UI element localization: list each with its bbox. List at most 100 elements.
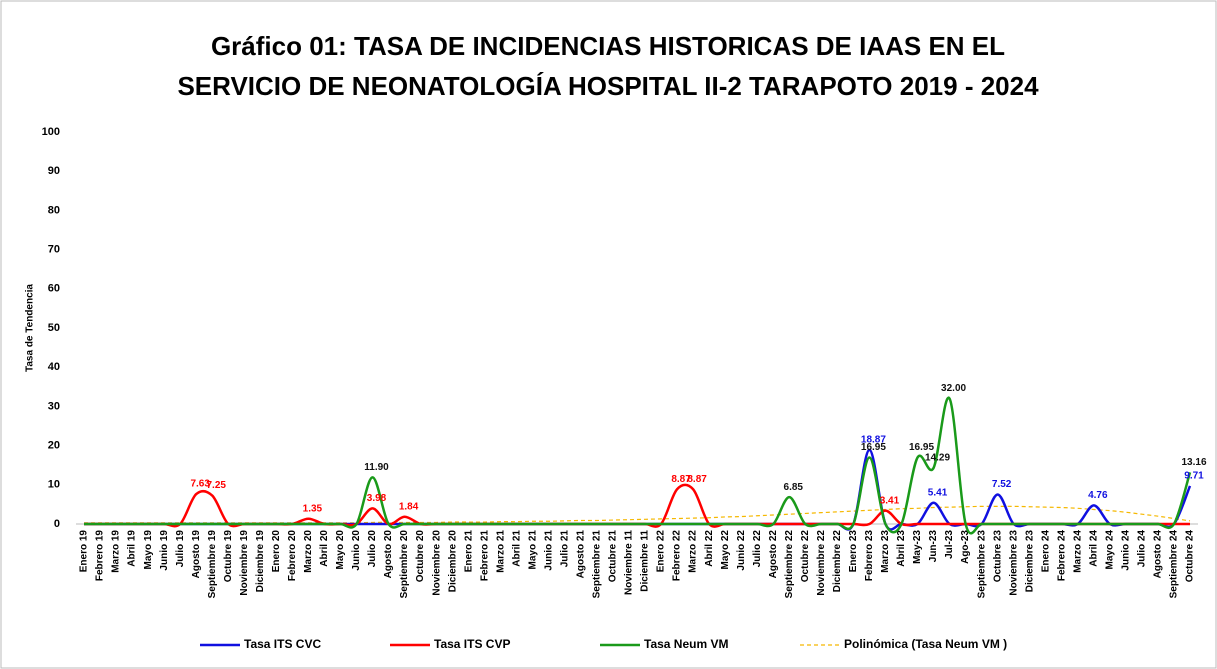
x-tick-label: Marzo 19 xyxy=(111,530,122,573)
y-tick-label: 0 xyxy=(54,518,60,530)
legend-label: Polinómica (Tasa Neum VM ) xyxy=(844,637,1007,651)
x-tick-label: Octubre 20 xyxy=(415,530,426,583)
data-label: 14.29 xyxy=(925,453,950,464)
y-axis-label: Tasa de Tendencia xyxy=(25,284,36,372)
x-tick-label: Diciembre 20 xyxy=(447,530,458,593)
y-tick-label: 30 xyxy=(48,400,60,412)
data-label: 7.52 xyxy=(992,479,1012,490)
y-tick-label: 80 xyxy=(48,204,60,216)
x-tick-label: Diciembre 11 xyxy=(640,530,651,592)
x-tick-label: Agosto 19 xyxy=(191,530,202,579)
x-tick-label: Abril 21 xyxy=(511,530,522,567)
data-label: 3.41 xyxy=(880,495,900,506)
data-label: 1.35 xyxy=(303,503,323,514)
x-tick-label: Septiembre 23 xyxy=(976,530,987,599)
x-tick-label: Febrero 22 xyxy=(672,530,683,582)
x-tick-label: Enero 19 xyxy=(79,530,90,573)
y-tick-label: 90 xyxy=(48,165,60,177)
x-tick-label: Febrero 23 xyxy=(864,530,875,582)
data-label: 16.95 xyxy=(909,442,934,453)
x-tick-label: Febrero 20 xyxy=(287,530,298,582)
x-tick-label: Octubre 24 xyxy=(1185,530,1196,583)
legend-label: Tasa ITS CVP xyxy=(434,637,510,651)
x-tick-label: Jul-23 xyxy=(944,530,955,559)
y-tick-label: 60 xyxy=(48,283,60,295)
x-tick-label: Mayo 20 xyxy=(335,530,346,570)
series-line xyxy=(84,396,1192,535)
data-label: 3.98 xyxy=(367,493,387,504)
x-tick-label: Noviembre 22 xyxy=(816,530,827,596)
x-tick-label: Noviembre 20 xyxy=(431,530,442,596)
data-label: 9.71 xyxy=(1184,471,1204,482)
x-tick-label: Mayo 19 xyxy=(143,530,154,570)
x-tick-label: Julio 20 xyxy=(367,530,378,568)
x-tick-label: Marzo 21 xyxy=(495,530,506,573)
data-label: 5.41 xyxy=(928,487,948,498)
x-tick-label: Abril 19 xyxy=(127,530,138,567)
data-label: 4.76 xyxy=(1088,490,1108,501)
x-tick-label: Agosto 24 xyxy=(1153,530,1164,579)
x-tick-label: Abril 23 xyxy=(896,530,907,567)
x-tick-label: Junio 24 xyxy=(1121,530,1132,571)
x-tick-label: Diciembre 19 xyxy=(255,530,266,593)
x-tick-label: Julio 22 xyxy=(752,530,763,568)
y-tick-label: 10 xyxy=(48,479,60,491)
x-tick-label: Julio 21 xyxy=(560,530,571,568)
x-tick-label: Abril 20 xyxy=(319,530,330,567)
x-tick-label: Noviembre 19 xyxy=(239,530,250,596)
x-tick-label: Diciembre 23 xyxy=(1024,530,1035,593)
chart-title: Gráfico 01: TASA DE INCIDENCIAS HISTORIC… xyxy=(211,31,1005,61)
y-tick-label: 70 xyxy=(48,244,60,256)
data-label: 13.16 xyxy=(1181,457,1206,468)
x-tick-label: Agosto 22 xyxy=(768,530,779,579)
x-tick-label: Septiembre 20 xyxy=(399,530,410,599)
x-tick-label: Abril 24 xyxy=(1088,530,1099,567)
x-tick-label: Junio 20 xyxy=(351,530,362,571)
x-tick-label: Marzo 24 xyxy=(1072,530,1083,573)
x-tick-label: Noviembre 23 xyxy=(1008,530,1019,596)
data-label: 8.87 xyxy=(671,474,691,485)
x-tick-label: Enero 24 xyxy=(1040,530,1051,573)
x-tick-label: Julio 19 xyxy=(175,530,186,568)
x-tick-label: Febrero 24 xyxy=(1056,530,1067,582)
x-tick-label: Junio 21 xyxy=(543,530,554,571)
x-tick-label: Mayo 24 xyxy=(1104,530,1115,570)
x-tick-label: Agosto 21 xyxy=(576,530,587,579)
x-tick-label: Octubre 21 xyxy=(608,530,619,583)
x-tick-label: Septiembre 22 xyxy=(784,530,795,599)
x-tick-label: Junio 19 xyxy=(159,530,170,571)
chart-title: SERVICIO DE NEONATOLOGÍA HOSPITAL II-2 T… xyxy=(177,71,1039,101)
data-label: 1.84 xyxy=(399,501,419,512)
x-tick-label: Octubre 22 xyxy=(800,530,811,583)
x-tick-label: May-23 xyxy=(912,530,923,564)
x-tick-label: Octubre 23 xyxy=(992,530,1003,583)
x-tick-label: Ago-23 xyxy=(960,530,971,564)
x-tick-label: Enero 21 xyxy=(463,530,474,573)
x-tick-label: Mayo 21 xyxy=(527,530,538,570)
x-tick-label: Mayo 22 xyxy=(720,530,731,570)
data-label: 11.90 xyxy=(364,462,389,473)
x-tick-label: Octubre 19 xyxy=(223,530,234,583)
y-tick-label: 50 xyxy=(48,322,60,334)
x-tick-label: Agosto 20 xyxy=(383,530,394,579)
x-tick-label: Febrero 19 xyxy=(95,530,106,582)
x-tick-label: Septiembre 19 xyxy=(207,530,218,599)
data-label: 16.95 xyxy=(861,442,886,453)
y-tick-label: 40 xyxy=(48,361,60,373)
legend-label: Tasa ITS CVC xyxy=(244,637,321,651)
data-label: 8.87 xyxy=(687,474,707,485)
x-tick-label: Febrero 21 xyxy=(479,530,490,582)
x-tick-label: Marzo 23 xyxy=(880,530,891,573)
data-label: 6.85 xyxy=(784,482,804,493)
x-tick-label: Abril 22 xyxy=(704,530,715,567)
data-label: 7.25 xyxy=(206,480,226,491)
x-tick-label: Julio 24 xyxy=(1137,530,1148,568)
x-tick-label: Junio 22 xyxy=(736,530,747,571)
x-tick-label: Septiembre 21 xyxy=(592,530,603,599)
x-tick-label: Enero 20 xyxy=(271,530,282,573)
legend-label: Tasa Neum VM xyxy=(644,637,728,651)
data-label: 7.63 xyxy=(190,479,210,490)
